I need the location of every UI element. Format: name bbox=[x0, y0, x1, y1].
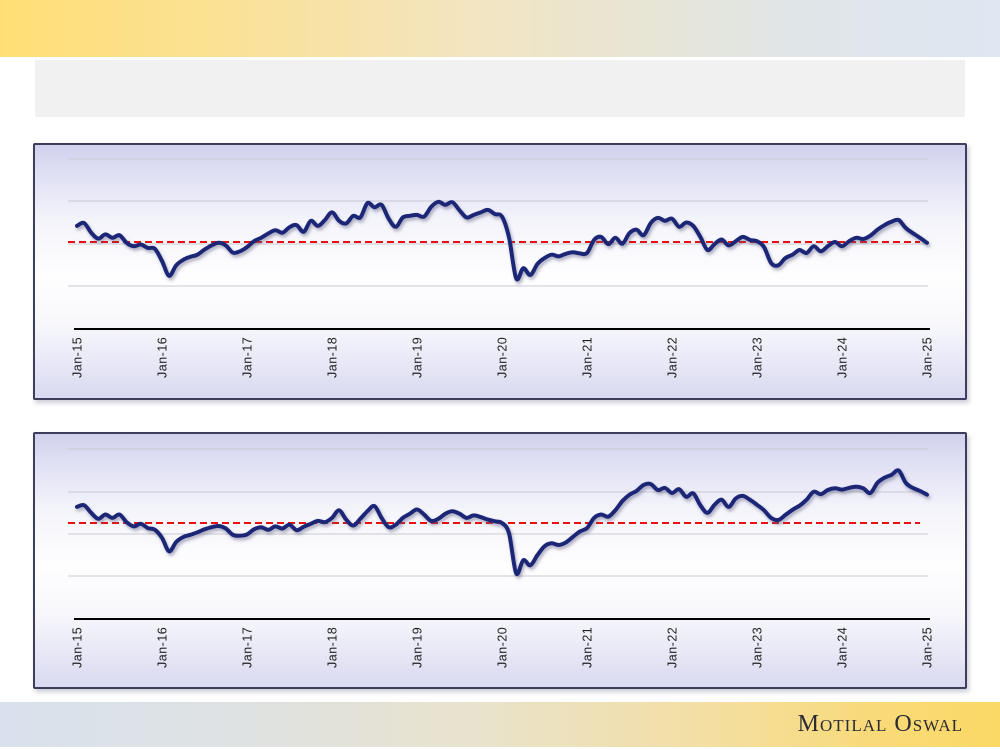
chart-panel-1: Jan-15 Jan-16 Jan-17 Jan-18 Jan-19 Jan-20 Jan-… bbox=[33, 143, 967, 400]
x-tick-label: Jan-16 bbox=[156, 627, 170, 668]
x-tick-label: Jan-24 bbox=[836, 627, 850, 668]
series-line bbox=[75, 199, 929, 282]
x-tick-label: Jan-17 bbox=[241, 627, 255, 668]
x-tick-label: Jan-15 bbox=[71, 627, 85, 668]
footer-band: Motilal Oswal bbox=[0, 702, 1000, 747]
x-tick-label: Jan-23 bbox=[751, 337, 765, 378]
x-tick-label: Jan-21 bbox=[581, 627, 595, 668]
x-tick-label: Jan-25 bbox=[921, 627, 935, 668]
x-tick-label: Jan-20 bbox=[496, 337, 510, 378]
x-tick-label: Jan-19 bbox=[411, 337, 425, 378]
x-tick-label: Jan-17 bbox=[241, 337, 255, 378]
x-tick-label: Jan-16 bbox=[156, 337, 170, 378]
brand-logo-text: Motilal Oswal bbox=[797, 711, 963, 737]
x-tick-label: Jan-18 bbox=[326, 627, 340, 668]
x-tick-label: Jan-20 bbox=[496, 627, 510, 668]
x-tick-label: Jan-18 bbox=[326, 337, 340, 378]
chart-panel-2: Jan-15 Jan-16 Jan-17 Jan-18 Jan-19 Jan-20 Jan-… bbox=[33, 432, 967, 689]
x-tick-label: Jan-22 bbox=[666, 337, 680, 378]
title-placeholder bbox=[35, 60, 965, 117]
x-tick-label: Jan-21 bbox=[581, 337, 595, 378]
line-chart-1: Jan-15 Jan-16 Jan-17 Jan-18 Jan-19 Jan-20 Jan-… bbox=[68, 158, 935, 378]
header-band bbox=[0, 0, 1000, 57]
x-tick-label: Jan-23 bbox=[751, 627, 765, 668]
x-tick-label: Jan-15 bbox=[71, 337, 85, 378]
x-tick-label: Jan-25 bbox=[921, 337, 935, 378]
series-line bbox=[75, 468, 929, 577]
line-chart-2: Jan-15 Jan-16 Jan-17 Jan-18 Jan-19 Jan-20 Jan-… bbox=[68, 448, 935, 668]
x-tick-label: Jan-22 bbox=[666, 627, 680, 668]
x-tick-label: Jan-19 bbox=[411, 627, 425, 668]
x-tick-label: Jan-24 bbox=[836, 337, 850, 378]
